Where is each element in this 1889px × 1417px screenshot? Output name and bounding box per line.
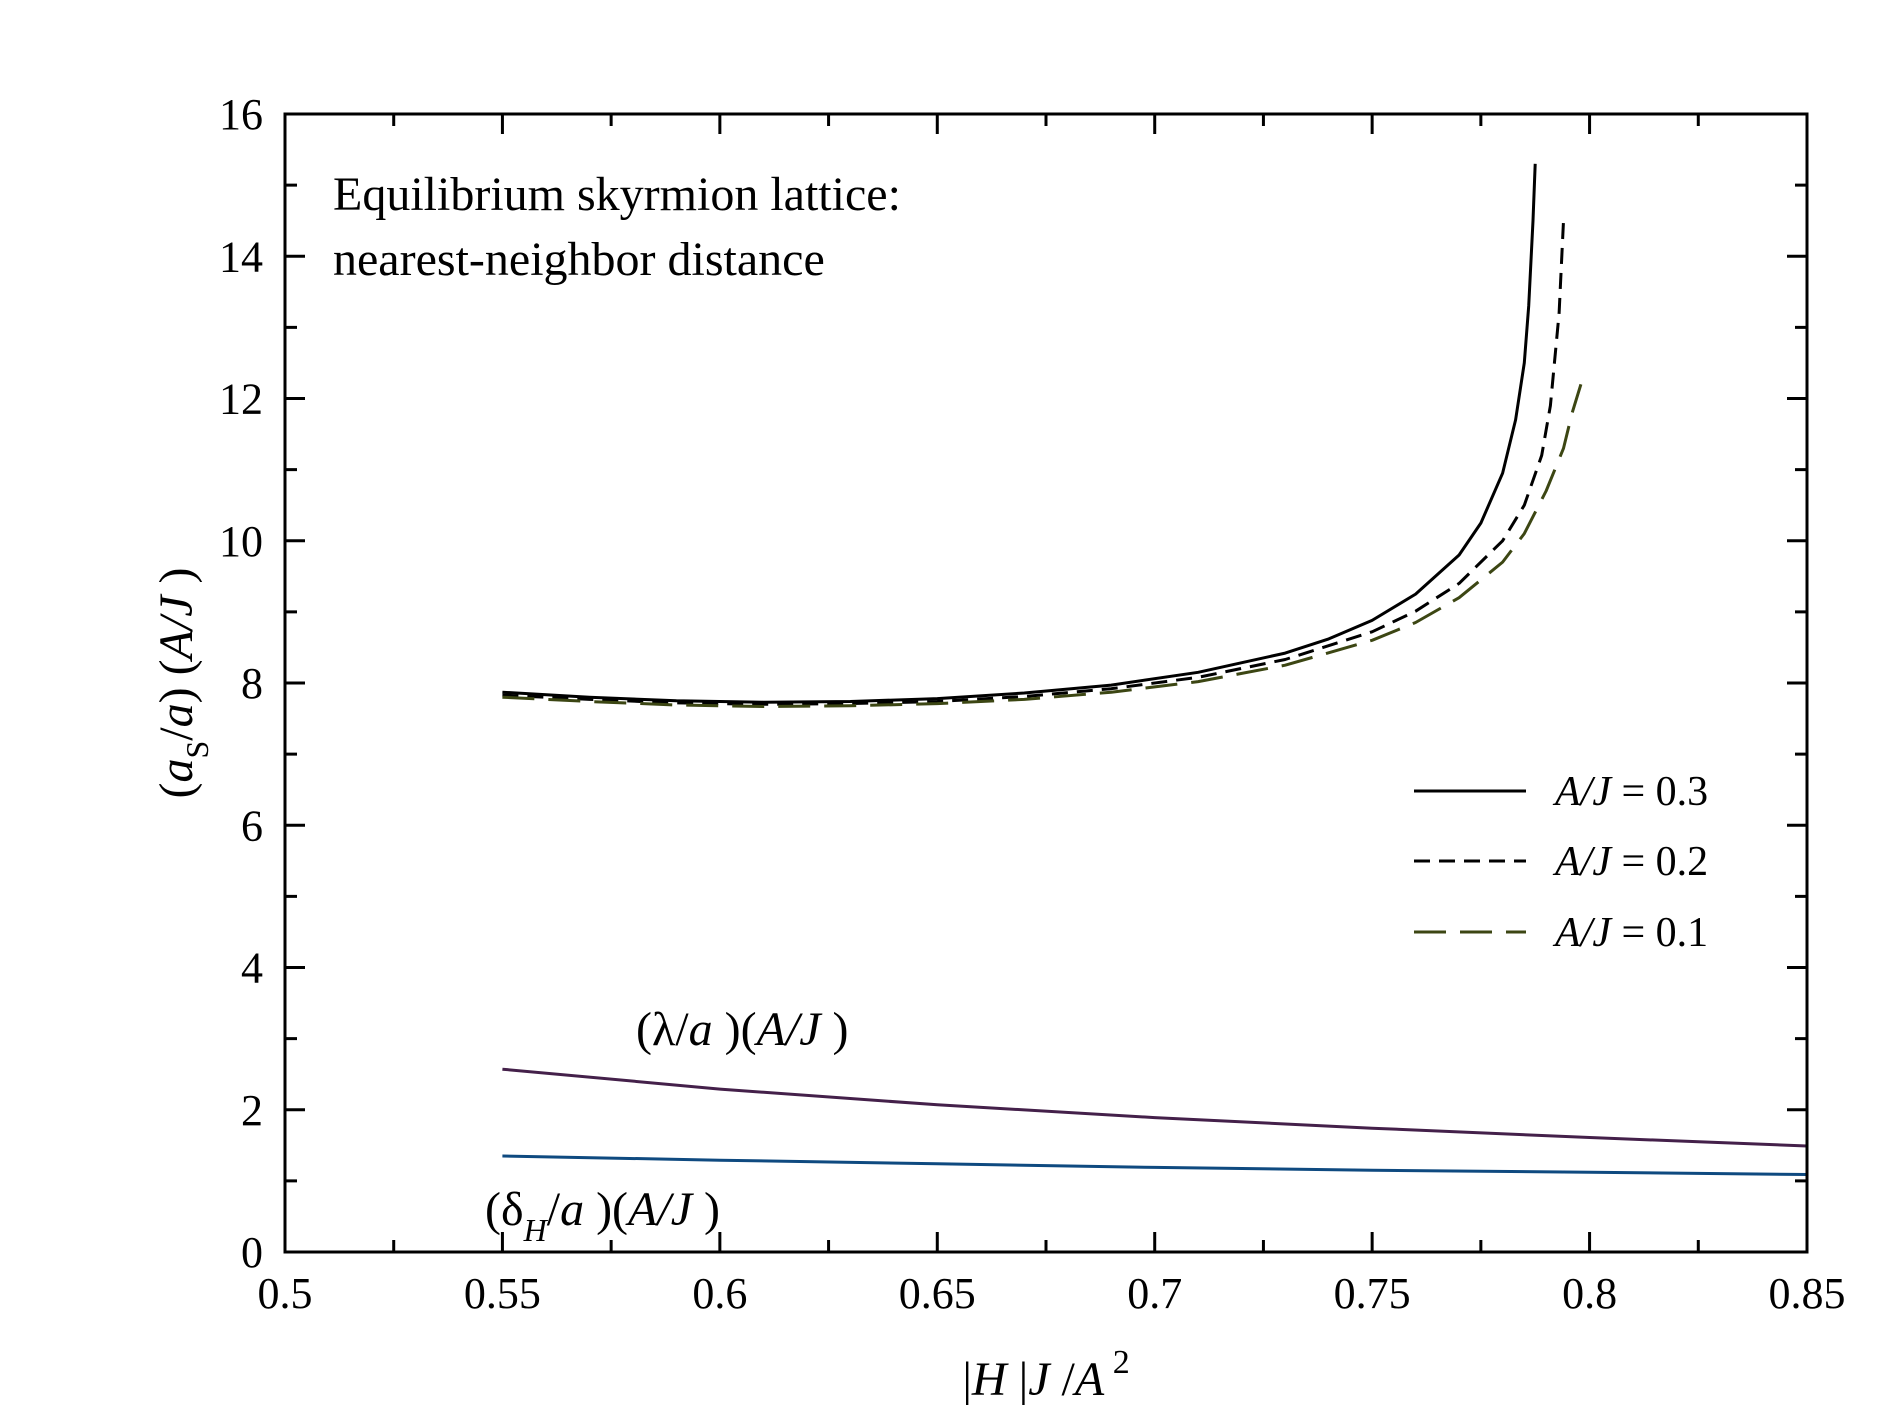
y-tick-label: 0	[241, 1228, 263, 1277]
chart-title-line-1: Equilibrium skyrmion lattice:	[333, 168, 901, 221]
x-tick-label: 0.65	[899, 1269, 976, 1318]
legend-label-0.1: A/J = 0.1	[1552, 910, 1708, 956]
y-tick-label: 4	[241, 944, 263, 993]
series-line-delta-h	[502, 1154, 1808, 1176]
y-tick-label: 6	[241, 801, 263, 850]
x-axis-title: |H |J /A 2	[962, 1344, 1129, 1406]
curves	[502, 163, 1808, 1176]
series-line-lambda	[502, 1067, 1808, 1148]
x-tick-label: 0.75	[1334, 1269, 1411, 1318]
x-tick-label: 0.6	[692, 1269, 747, 1318]
legend: A/J = 0.3 A/J = 0.2 A/J = 0.1	[1414, 769, 1708, 956]
x-tick-label: 0.8	[1562, 1269, 1617, 1318]
series-line-a-j-0.2	[502, 220, 1565, 706]
series-line-a-j-0.1	[502, 383, 1583, 708]
series-line-a-j-0.3	[502, 163, 1537, 704]
tick-labels: 0.5 0.55 0.6 0.65 0.7 0.75 0.8 0.85 0 2 4 6 8 10 12 14 1…	[219, 90, 1846, 1318]
plot-frame	[283, 112, 1809, 1254]
legend-label-0.2: A/J = 0.2	[1552, 839, 1708, 885]
x-tick-label: 0.5	[258, 1269, 313, 1318]
y-tick-label: 16	[219, 90, 263, 139]
chart-title-line-2: nearest-neighbor distance	[333, 233, 825, 286]
y-tick-label: 2	[241, 1086, 263, 1135]
axis-ticks	[283, 112, 1809, 1254]
y-tick-label: 8	[241, 659, 263, 708]
legend-label-0.3: A/J = 0.3	[1552, 769, 1708, 815]
x-tick-label: 0.85	[1769, 1269, 1846, 1318]
lambda-curve-label: (λ/a )(A/J )	[636, 1003, 849, 1056]
y-tick-label: 10	[219, 517, 263, 566]
x-tick-label: 0.55	[464, 1269, 541, 1318]
y-tick-label: 14	[219, 232, 263, 281]
y-axis-title: (aS/a) (A/J )	[150, 567, 215, 798]
y-tick-label: 12	[219, 375, 263, 424]
x-tick-label: 0.7	[1127, 1269, 1182, 1318]
delta-curve-label: (δH/a )(A/J )	[485, 1183, 720, 1248]
